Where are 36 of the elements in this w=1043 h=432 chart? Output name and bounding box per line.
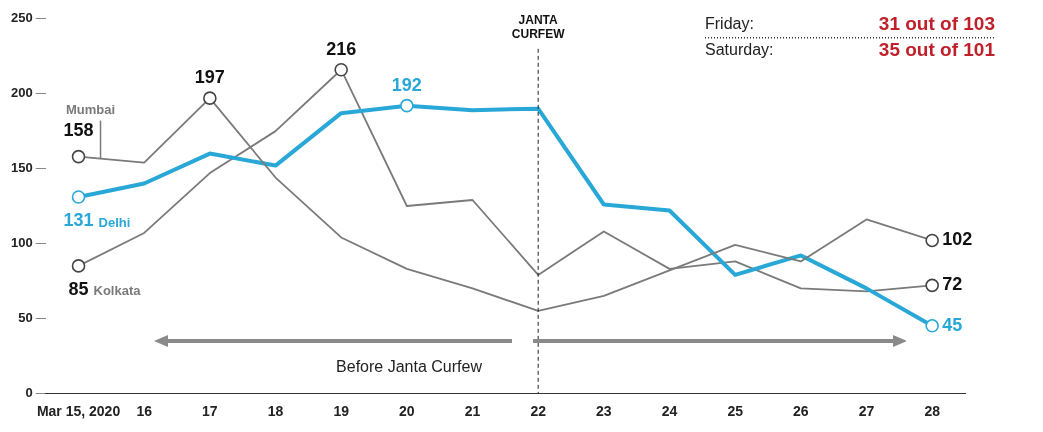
series-label: Kolkata bbox=[93, 283, 142, 299]
x-tick-label: 21 bbox=[464, 403, 481, 420]
x-tick-label: 24 bbox=[661, 403, 678, 420]
x-tick-label: 26 bbox=[793, 403, 809, 420]
x-tick-label: 20 bbox=[399, 403, 415, 420]
x-tick-label: 28 bbox=[924, 403, 941, 420]
y-tick-label: 0 bbox=[25, 384, 33, 400]
x-tick-label: 22 bbox=[530, 403, 547, 420]
x-tick-label: 18 bbox=[267, 403, 284, 420]
annotation: Before Janta Curfew bbox=[336, 357, 483, 375]
data-label: 102 bbox=[942, 229, 973, 250]
x-tick-label: 16 bbox=[136, 403, 153, 420]
data-label: 197 bbox=[194, 67, 225, 88]
text: Friday: 31 out of 103 bbox=[705, 13, 995, 35]
x-tick-label: 23 bbox=[596, 403, 612, 420]
x-tick-label: Mar 15, 2020 bbox=[36, 403, 121, 420]
data-label: 72 bbox=[942, 274, 963, 295]
y-tick-label: 50 bbox=[18, 309, 33, 325]
series-label: Delhi bbox=[98, 214, 131, 230]
data-label: 192 bbox=[391, 74, 422, 95]
x-tick-label: 17 bbox=[202, 403, 218, 420]
data-label: 131 bbox=[63, 209, 94, 230]
y-tick-label: 250 bbox=[10, 10, 33, 26]
x-tick-label: 25 bbox=[727, 403, 744, 420]
data-label: 45 bbox=[942, 314, 963, 335]
y-tick-label: 100 bbox=[10, 235, 33, 251]
y-tick-label: 150 bbox=[10, 160, 33, 176]
data-label: 85 bbox=[68, 278, 89, 299]
ref-line-label: JANTA CURFEW bbox=[511, 13, 566, 42]
data-label: 216 bbox=[326, 38, 357, 59]
x-tick-label: 27 bbox=[858, 403, 875, 420]
y-tick-label: 200 bbox=[10, 85, 33, 101]
data-label: 158 bbox=[63, 119, 94, 140]
text: Mumbai bbox=[65, 102, 116, 118]
text: Saturday: 35 out of 101 bbox=[705, 39, 995, 61]
x-tick-label: 19 bbox=[333, 403, 350, 420]
